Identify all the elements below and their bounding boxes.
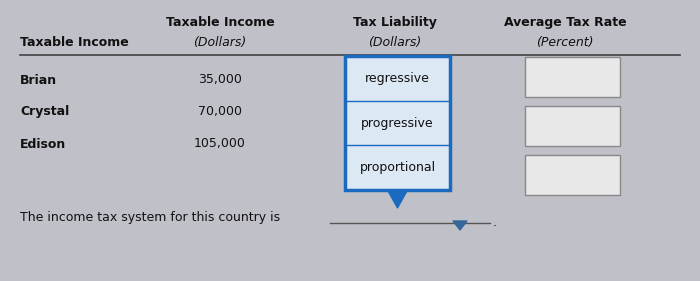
Text: .: . xyxy=(493,216,497,230)
Text: (Dollars): (Dollars) xyxy=(193,36,246,49)
Text: progressive: progressive xyxy=(361,117,434,130)
Text: proportional: proportional xyxy=(359,161,435,174)
Bar xyxy=(525,106,620,146)
Text: Brian: Brian xyxy=(20,74,57,87)
Polygon shape xyxy=(453,221,467,230)
Text: Average Tax Rate: Average Tax Rate xyxy=(504,16,626,29)
Polygon shape xyxy=(388,190,407,208)
Text: Crystal: Crystal xyxy=(20,105,69,119)
Text: The income tax system for this country is: The income tax system for this country i… xyxy=(20,212,280,225)
Text: Tax Liability: Tax Liability xyxy=(353,16,437,29)
Bar xyxy=(525,57,620,97)
Text: regressive: regressive xyxy=(365,72,430,85)
Text: 105,000: 105,000 xyxy=(194,137,246,151)
Text: (Percent): (Percent) xyxy=(536,36,594,49)
Text: 35,000: 35,000 xyxy=(198,74,242,87)
Text: Edison: Edison xyxy=(20,137,66,151)
Bar xyxy=(525,155,620,195)
Text: Taxable Income: Taxable Income xyxy=(166,16,274,29)
Text: (Dollars): (Dollars) xyxy=(368,36,421,49)
Bar xyxy=(345,56,450,190)
Text: 70,000: 70,000 xyxy=(198,105,242,119)
Text: Taxable Income: Taxable Income xyxy=(20,36,129,49)
